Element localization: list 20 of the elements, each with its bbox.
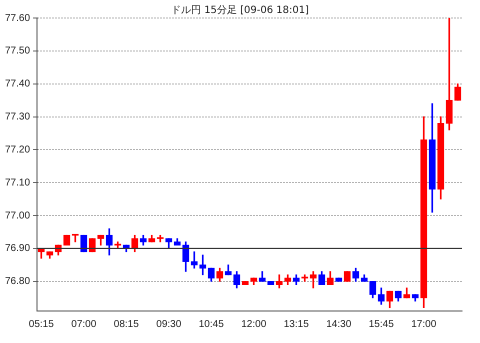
y-tick-label: 77.40 xyxy=(4,78,30,90)
x-tick-label: 05:15 xyxy=(28,318,54,330)
y-tick-label: 77.20 xyxy=(4,144,30,156)
y-tick-label: 77.00 xyxy=(4,210,30,222)
y-tick-label: 77.60 xyxy=(4,12,30,24)
x-tick-label: 15:45 xyxy=(368,318,394,330)
chart-title: ドル円 15分足 [09-06 18:01] xyxy=(171,5,309,16)
x-tick-label: 08:15 xyxy=(114,318,140,330)
x-tick-label: 12:00 xyxy=(241,318,267,330)
x-tick-label: 09:30 xyxy=(156,318,182,330)
x-tick-label: 14:30 xyxy=(326,318,352,330)
y-tick-label: 77.30 xyxy=(4,112,30,123)
y-tick-label: 76.90 xyxy=(4,243,30,254)
x-tick-label: 07:00 xyxy=(71,318,97,330)
y-tick-label: 77.10 xyxy=(4,177,30,188)
x-tick-label: 17:00 xyxy=(411,318,437,330)
x-tick-label: 13:15 xyxy=(284,318,310,330)
x-tick-label: 10:45 xyxy=(198,318,224,330)
y-tick-label: 76.80 xyxy=(4,276,30,288)
y-tick-label: 77.50 xyxy=(4,46,30,57)
